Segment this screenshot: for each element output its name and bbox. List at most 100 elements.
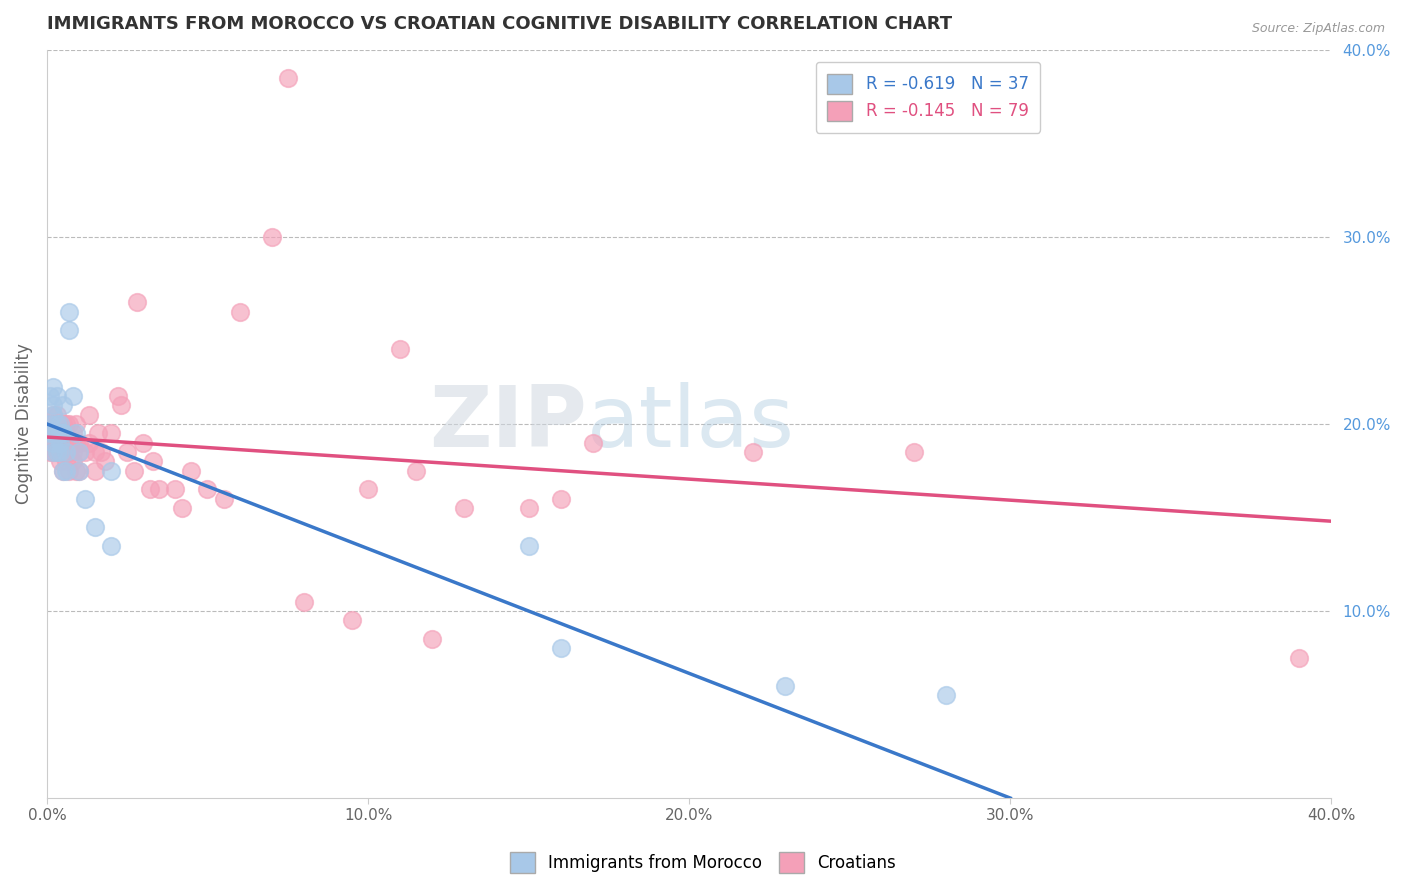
Point xyxy=(75,445,97,459)
Point xyxy=(48,417,70,431)
Point xyxy=(48,445,70,459)
Point xyxy=(52,445,75,459)
Point xyxy=(55,464,77,478)
Point xyxy=(197,483,219,497)
Point xyxy=(45,435,67,450)
Point xyxy=(357,483,380,497)
Point xyxy=(42,435,65,450)
Point xyxy=(125,295,148,310)
Point xyxy=(110,398,132,412)
Point xyxy=(517,501,540,516)
Point xyxy=(517,539,540,553)
Point xyxy=(389,342,412,356)
Point xyxy=(39,426,62,441)
Point xyxy=(52,464,75,478)
Point xyxy=(55,426,77,441)
Point xyxy=(52,464,75,478)
Point xyxy=(903,445,925,459)
Point xyxy=(277,70,299,85)
Point xyxy=(65,435,87,450)
Point xyxy=(122,464,145,478)
Point xyxy=(48,426,70,441)
Point xyxy=(39,417,62,431)
Point xyxy=(77,435,100,450)
Point xyxy=(67,445,90,459)
Point xyxy=(742,445,765,459)
Point xyxy=(107,389,129,403)
Point xyxy=(52,426,75,441)
Point xyxy=(550,491,572,506)
Point xyxy=(148,483,170,497)
Point xyxy=(87,426,110,441)
Point xyxy=(42,398,65,412)
Point xyxy=(48,435,70,450)
Point xyxy=(453,501,475,516)
Point xyxy=(550,641,572,656)
Point xyxy=(48,417,70,431)
Point xyxy=(55,417,77,431)
Point xyxy=(58,445,80,459)
Text: atlas: atlas xyxy=(586,383,794,466)
Point xyxy=(340,613,363,627)
Point xyxy=(58,435,80,450)
Point xyxy=(67,464,90,478)
Point xyxy=(58,464,80,478)
Point xyxy=(52,398,75,412)
Point xyxy=(58,323,80,337)
Point xyxy=(775,679,797,693)
Point xyxy=(142,454,165,468)
Legend: Immigrants from Morocco, Croatians: Immigrants from Morocco, Croatians xyxy=(503,846,903,880)
Point xyxy=(67,435,90,450)
Point xyxy=(212,491,235,506)
Text: IMMIGRANTS FROM MOROCCO VS CROATIAN COGNITIVE DISABILITY CORRELATION CHART: IMMIGRANTS FROM MOROCCO VS CROATIAN COGN… xyxy=(46,15,952,33)
Point xyxy=(132,435,155,450)
Point xyxy=(67,445,90,459)
Point xyxy=(42,408,65,422)
Point xyxy=(228,304,250,318)
Point xyxy=(39,417,62,431)
Point xyxy=(48,445,70,459)
Point xyxy=(67,464,90,478)
Point xyxy=(90,445,112,459)
Point xyxy=(42,445,65,459)
Point xyxy=(292,594,315,608)
Point xyxy=(42,426,65,441)
Point xyxy=(65,417,87,431)
Point xyxy=(58,304,80,318)
Point xyxy=(62,389,84,403)
Point xyxy=(55,445,77,459)
Point xyxy=(42,408,65,422)
Point xyxy=(582,435,605,450)
Y-axis label: Cognitive Disability: Cognitive Disability xyxy=(15,343,32,504)
Point xyxy=(42,445,65,459)
Legend: R = -0.619   N = 37, R = -0.145   N = 79: R = -0.619 N = 37, R = -0.145 N = 79 xyxy=(815,62,1040,133)
Text: Source: ZipAtlas.com: Source: ZipAtlas.com xyxy=(1251,22,1385,36)
Point xyxy=(42,426,65,441)
Point xyxy=(45,417,67,431)
Point xyxy=(260,230,283,244)
Point xyxy=(52,426,75,441)
Point xyxy=(58,417,80,431)
Text: ZIP: ZIP xyxy=(429,383,586,466)
Point xyxy=(48,426,70,441)
Point xyxy=(100,426,122,441)
Point xyxy=(65,464,87,478)
Point xyxy=(45,445,67,459)
Point xyxy=(55,454,77,468)
Point xyxy=(84,520,107,534)
Point xyxy=(138,483,160,497)
Point xyxy=(39,445,62,459)
Point xyxy=(84,464,107,478)
Point xyxy=(170,501,193,516)
Point xyxy=(420,632,443,646)
Point xyxy=(62,445,84,459)
Point xyxy=(115,445,138,459)
Point xyxy=(62,454,84,468)
Point xyxy=(39,426,62,441)
Point xyxy=(45,445,67,459)
Point xyxy=(42,379,65,393)
Point xyxy=(45,426,67,441)
Point xyxy=(84,445,107,459)
Point xyxy=(55,445,77,459)
Point xyxy=(405,464,427,478)
